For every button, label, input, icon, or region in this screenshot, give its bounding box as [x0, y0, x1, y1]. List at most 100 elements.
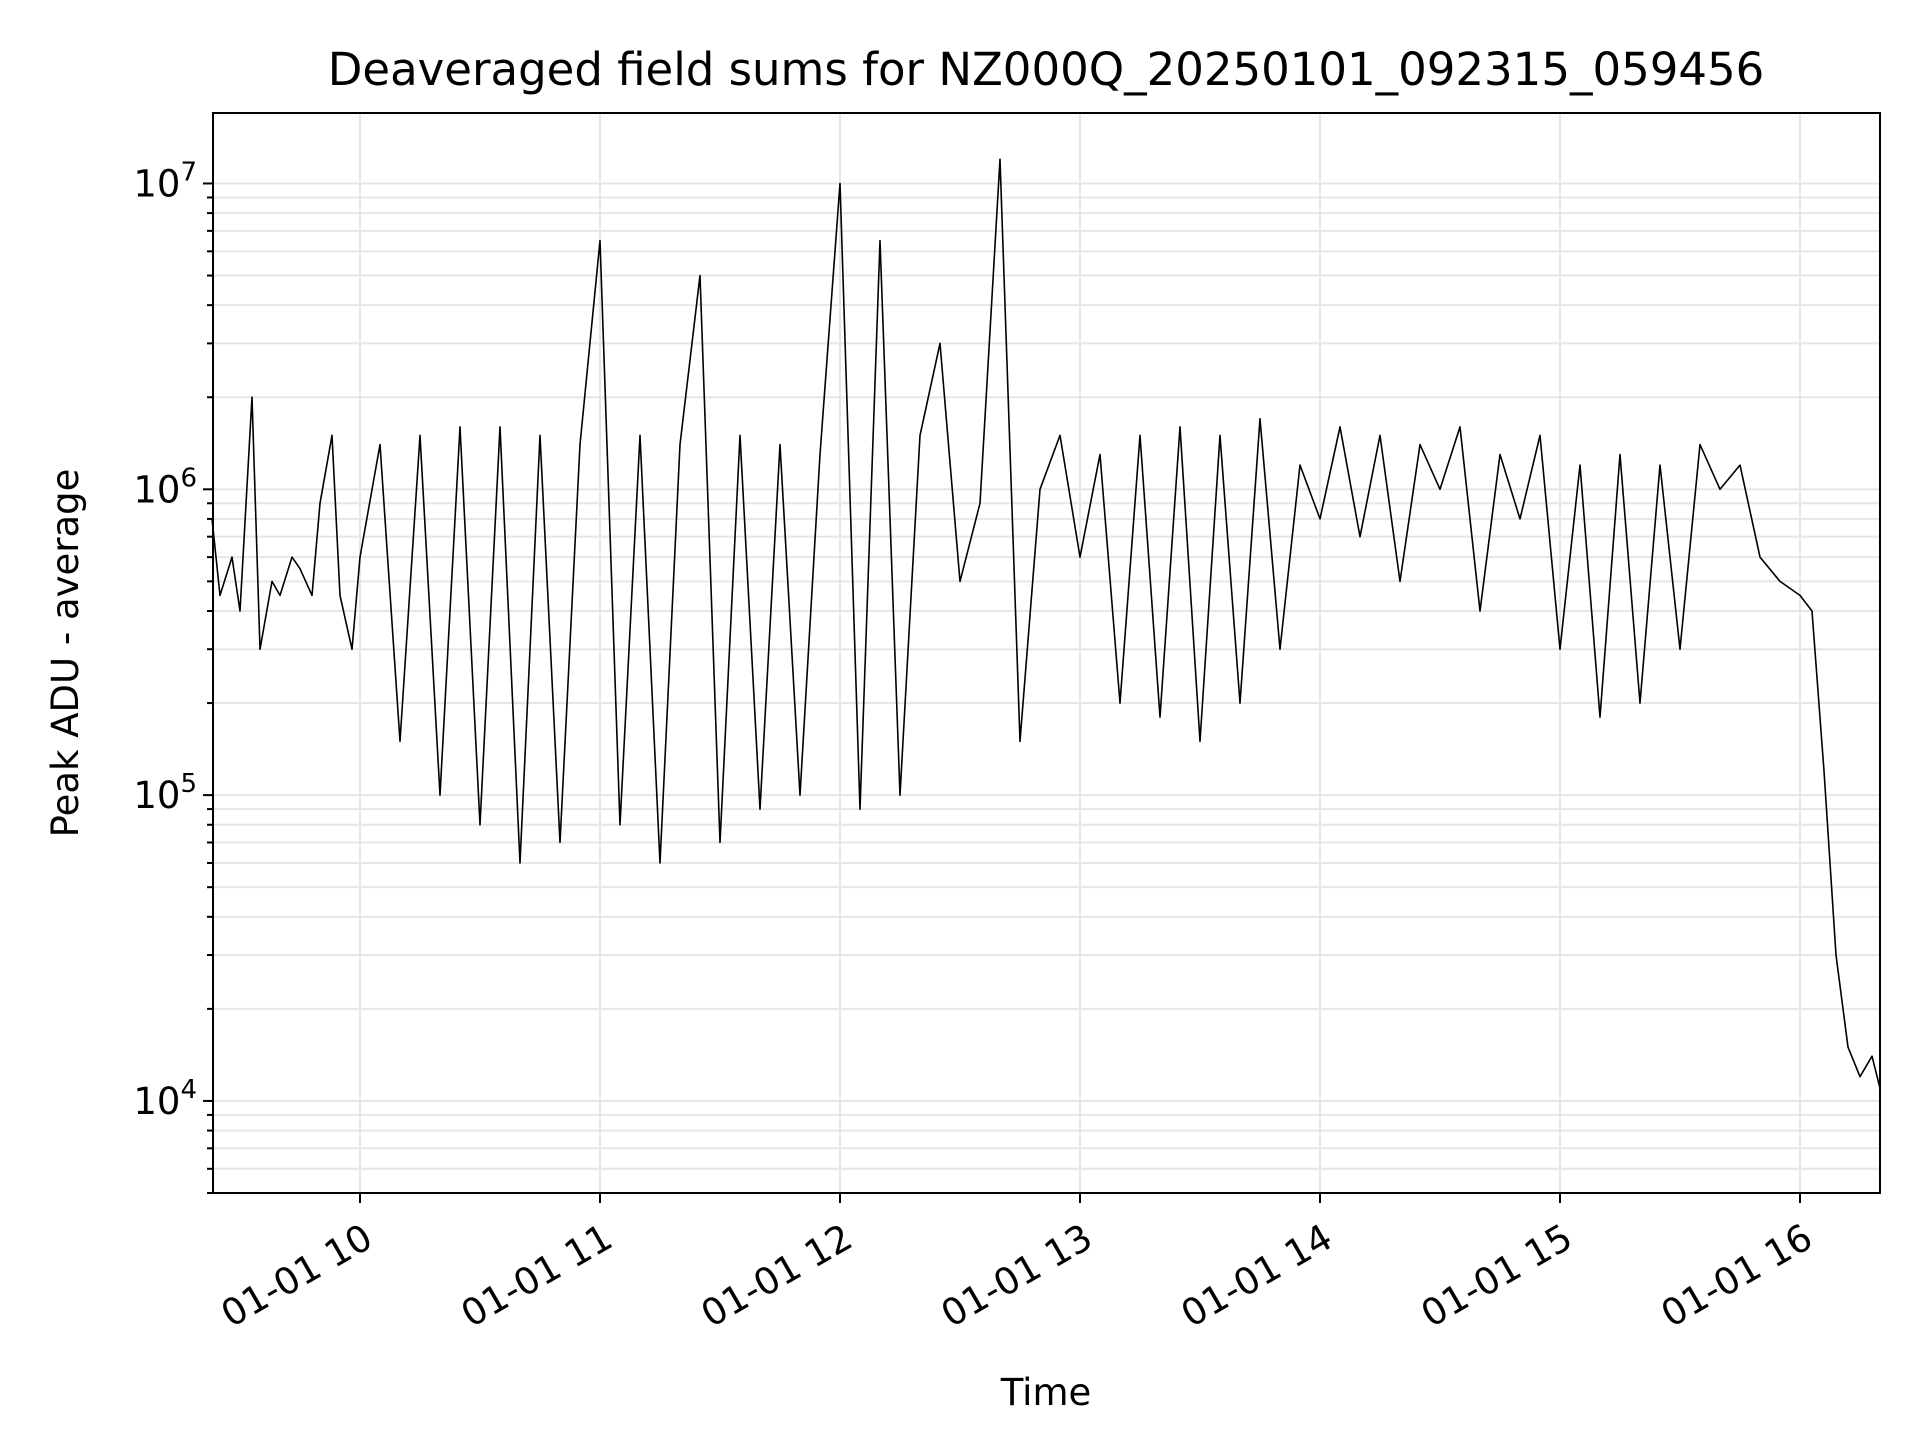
data-point — [699, 274, 701, 277]
x-tick-label: 01-01 15 — [1414, 1216, 1580, 1336]
y-tick-label: 105 — [133, 769, 197, 817]
data-point — [439, 794, 441, 796]
data-point — [459, 426, 461, 428]
data-point — [231, 556, 233, 558]
data-point — [1139, 434, 1141, 436]
data-point — [939, 342, 941, 344]
data-point — [819, 453, 821, 456]
data-point — [1219, 434, 1221, 436]
data-point — [959, 580, 961, 583]
tick-layer: 01-01 10 01-01 11 01-01 12 01-01 13 01-01 14… — [133, 157, 1819, 1335]
y-tick-exponent: 7 — [180, 157, 197, 187]
data-point — [1319, 518, 1321, 520]
data-point — [331, 434, 333, 436]
data-point — [859, 808, 861, 810]
data-point — [1279, 648, 1281, 650]
data-point — [1659, 464, 1661, 466]
data-point — [271, 580, 273, 583]
data-point — [1559, 648, 1561, 650]
data-point — [1419, 444, 1421, 446]
data-point — [1239, 702, 1241, 704]
x-axis-label: Time — [1000, 1371, 1092, 1414]
data-point — [999, 158, 1001, 160]
data-point — [1399, 580, 1401, 583]
data-point — [639, 434, 641, 436]
data-point — [299, 568, 301, 570]
data-point — [479, 824, 481, 826]
data-point — [919, 434, 921, 436]
data-point — [839, 182, 841, 185]
data-point — [1479, 610, 1481, 612]
data-point — [519, 862, 521, 864]
y-tick-base: 10 — [133, 1080, 180, 1123]
data-point — [1519, 518, 1521, 520]
data-point — [1099, 453, 1101, 456]
data-point — [539, 434, 541, 436]
plot-frame — [212, 112, 1881, 1194]
data-point — [1119, 702, 1121, 704]
data-point — [291, 556, 293, 558]
data-point — [311, 594, 313, 597]
data-point — [1719, 488, 1721, 490]
x-tick-label: 01-01 12 — [694, 1216, 860, 1336]
data-point — [879, 240, 881, 242]
y-tick-exponent: 6 — [180, 463, 197, 493]
data-point — [239, 610, 241, 612]
data-point — [1259, 418, 1261, 420]
data-point — [1799, 594, 1801, 597]
data-point — [1359, 536, 1361, 538]
data-point — [379, 444, 381, 446]
data-point — [351, 648, 353, 650]
data-point — [739, 434, 741, 436]
data-point — [719, 841, 721, 844]
data-point — [1679, 648, 1681, 650]
data-point — [259, 648, 261, 650]
data-point — [799, 794, 801, 796]
y-tick-label: 106 — [133, 463, 197, 511]
data-point — [1039, 488, 1041, 490]
data-point — [979, 502, 981, 504]
y-tick-base: 10 — [133, 774, 180, 817]
data-point — [1579, 464, 1581, 466]
data-point — [679, 444, 681, 446]
y-tick-label: 107 — [133, 157, 197, 205]
series-line — [211, 158, 1881, 1089]
data-point — [1159, 716, 1161, 718]
data-point — [1499, 453, 1501, 456]
data-point — [1759, 556, 1761, 558]
data-point — [599, 240, 601, 242]
data-point — [1811, 610, 1813, 612]
data-point — [1019, 740, 1021, 742]
data-point — [251, 396, 253, 398]
y-tick-exponent: 5 — [180, 769, 197, 799]
data-point — [1619, 453, 1621, 456]
data-point — [1299, 464, 1301, 466]
data-point — [1539, 434, 1541, 436]
data-point — [759, 808, 761, 810]
data-point — [1739, 464, 1741, 466]
x-tick-label: 01-01 10 — [214, 1216, 380, 1336]
data-point — [499, 426, 501, 428]
data-point — [219, 594, 221, 597]
data-point — [1859, 1076, 1861, 1078]
data-point — [279, 594, 281, 597]
data-point — [1179, 426, 1181, 428]
data-point — [1599, 716, 1601, 718]
x-tick-label: 01-01 11 — [454, 1216, 620, 1336]
data-point — [319, 502, 321, 504]
data-point — [779, 444, 781, 446]
data-point — [1871, 1055, 1873, 1057]
data-point — [619, 824, 621, 826]
y-tick-base: 10 — [133, 468, 180, 511]
x-tick-label: 01-01 14 — [1174, 1216, 1340, 1336]
data-point — [1459, 426, 1461, 428]
grid-layer — [213, 113, 1880, 1194]
data-point — [1847, 1046, 1849, 1048]
data-point — [399, 740, 401, 742]
data-point — [1199, 740, 1201, 742]
data-point — [1439, 488, 1441, 490]
data-point — [1823, 770, 1825, 772]
y-tick-exponent: 4 — [180, 1075, 197, 1105]
